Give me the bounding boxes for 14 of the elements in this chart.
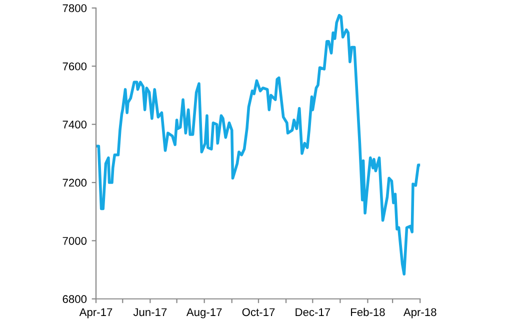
x-tick-label: Oct-17 — [242, 308, 275, 316]
y-tick-label: 7400 — [62, 120, 87, 128]
x-tick-label: Apr-18 — [403, 308, 436, 318]
y-tick-label: 6800 — [62, 295, 87, 304]
x-tick-label: Aug-17 — [186, 308, 222, 318]
y-tick-label: 7000 — [62, 236, 87, 245]
x-tick-label: Jun-17 — [133, 308, 167, 316]
line-series — [96, 14, 420, 276]
y-tick-label: 7800 — [62, 4, 87, 12]
x-tick-label: Dec-17 — [296, 308, 330, 316]
x-tick-label: Feb-18 — [351, 308, 385, 316]
y-tick-label: 7600 — [62, 62, 87, 70]
y-tick-label: 7200 — [62, 178, 87, 187]
x-tick-label: Apr-17 — [79, 308, 112, 318]
